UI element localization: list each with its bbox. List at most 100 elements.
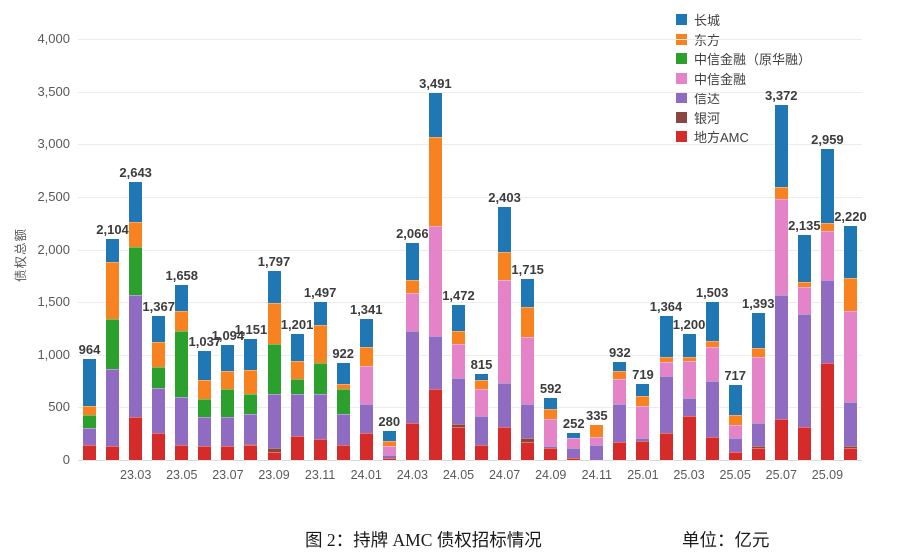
bar-segment	[567, 457, 581, 460]
bar-segment	[405, 330, 419, 424]
bar-segment	[198, 398, 212, 417]
bar-segment	[705, 436, 719, 460]
bar-segment	[613, 441, 627, 460]
bar-total-label: 1,658	[165, 268, 199, 284]
bar-segment	[636, 440, 650, 460]
legend-swatch	[676, 14, 687, 26]
bar-segment	[659, 362, 673, 376]
bar-segment	[313, 325, 327, 363]
bar-segment	[751, 445, 765, 449]
bar-segment	[221, 344, 235, 371]
bar-total-label: 2,066	[396, 225, 429, 241]
legend-label: 中信金融（原华融）	[694, 52, 812, 68]
legend-swatch	[676, 111, 687, 123]
grid-line	[78, 39, 862, 40]
bar-segment	[751, 357, 765, 424]
bar-segment	[659, 316, 673, 357]
bar-segment	[129, 247, 143, 296]
bar-segment	[428, 137, 442, 227]
bar-total-label: 335	[585, 407, 608, 423]
legend-item: 长城	[676, 10, 811, 30]
bar-segment	[83, 428, 97, 445]
x-tick-label: 24.05	[442, 468, 475, 482]
bar-segment	[475, 416, 489, 445]
bar-segment	[521, 337, 535, 405]
bar-segment	[152, 316, 166, 343]
bar-segment	[152, 366, 166, 388]
bar-total-label: 964	[78, 341, 101, 357]
legend-label: 银河	[694, 110, 721, 126]
bar-segment	[382, 454, 396, 458]
bar-segment	[820, 280, 834, 363]
bar-segment	[221, 417, 235, 446]
bar-total-label: 280	[378, 413, 401, 429]
bar-segment	[682, 416, 696, 460]
bar-segment	[797, 426, 811, 460]
legend-item: 信达	[676, 88, 811, 108]
bar-segment	[267, 270, 281, 304]
bar-segment	[336, 389, 350, 415]
bar-segment	[313, 394, 327, 439]
bar-segment	[682, 356, 696, 362]
bar-total-label: 922	[332, 345, 355, 361]
figure-caption: 图 2：持牌 AMC 债权招标情况	[305, 530, 542, 550]
bar-segment	[83, 358, 97, 407]
bar-segment	[428, 389, 442, 460]
bar-segment	[636, 384, 650, 397]
x-tick-label: 23.11	[304, 468, 336, 482]
bar-segment	[843, 401, 857, 446]
bar-total-label: 592	[539, 380, 562, 396]
bar-segment	[659, 375, 673, 434]
bar-segment	[290, 378, 304, 395]
bar-segment	[359, 318, 373, 348]
bar-total-label: 719	[632, 367, 654, 383]
bar-total-label: 2,135	[788, 218, 821, 234]
bar-segment	[106, 319, 120, 369]
bar-segment	[152, 342, 166, 367]
bar-segment	[636, 406, 650, 439]
bar-segment	[774, 105, 788, 187]
y-tick-label: 1,000	[37, 346, 70, 362]
bar-total-label: 815	[470, 357, 493, 373]
x-tick-label: 25.07	[765, 468, 797, 482]
bar-segment	[544, 419, 558, 446]
bar-segment	[521, 306, 535, 338]
bar-segment	[613, 379, 627, 405]
bar-total-label: 1,364	[649, 299, 683, 315]
grid-line	[78, 302, 862, 304]
bar-total-label: 1,393	[741, 296, 775, 312]
bar-total-label: 1,037	[188, 333, 222, 349]
x-tick-label: 24.07	[488, 468, 521, 482]
stacked-bar-chart: 债权总额 长城 东方 中信金融（原华融） 中信金融 信达 银河 地方AMC 0 500 1,00…	[14, 10, 867, 482]
bar-segment	[313, 438, 327, 460]
bar-segment	[567, 433, 581, 439]
bar-segment	[567, 438, 581, 448]
bar-segment	[336, 384, 350, 390]
bar-segment	[820, 222, 834, 231]
bar-segment	[590, 424, 604, 437]
grid-line	[78, 249, 862, 251]
bar-total-label: 1,797	[257, 253, 291, 269]
bar-segment	[198, 416, 212, 446]
bar-segment	[451, 424, 465, 427]
bar-segment	[498, 279, 512, 383]
bar-segment	[428, 335, 442, 390]
bar-segment	[498, 252, 512, 280]
bar-segment	[843, 310, 857, 402]
bar-segment	[728, 384, 742, 415]
bar-segment	[705, 347, 719, 382]
bar-segment	[175, 285, 189, 312]
bar-total-label: 1,472	[442, 288, 475, 304]
legend-label: 中信金融	[694, 71, 747, 87]
y-tick-label: 4,000	[37, 31, 70, 46]
bar-segment	[636, 396, 650, 407]
bar-segment	[198, 380, 212, 399]
bar-total-label: 1,503	[695, 284, 729, 300]
bar-total-label: 932	[609, 344, 631, 360]
legend-item: 中信金融（原华融）	[676, 49, 811, 69]
bar-segment	[751, 313, 765, 349]
bar-segment	[244, 443, 258, 445]
bar-segment	[290, 333, 304, 361]
bar-segment	[359, 347, 373, 366]
